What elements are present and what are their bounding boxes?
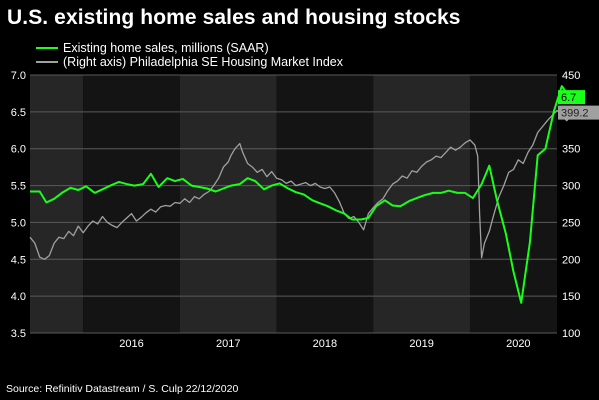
series-line-sales <box>30 85 571 304</box>
x-tick-label: 2018 <box>313 338 337 350</box>
y-left-tick-label: 6.0 <box>11 144 26 156</box>
y-left-tick-label: 6.5 <box>11 107 26 119</box>
y-right-tick-label: 250 <box>562 217 580 229</box>
y-right-tick-label: 350 <box>562 144 580 156</box>
sales-last-value-box <box>558 90 585 105</box>
x-tick-label: 2020 <box>506 338 530 350</box>
y-right-tick-label: 150 <box>562 291 580 303</box>
y-right-tick-label: 450 <box>562 70 580 82</box>
x-tick-label: 2019 <box>409 338 433 350</box>
legend-swatch-index <box>36 61 58 63</box>
index-last-value-box <box>558 105 599 120</box>
y-left-tick-label: 5.0 <box>11 217 26 229</box>
legend-item-sales: Existing home sales, millions (SAAR) <box>36 41 343 55</box>
y-left-tick-label: 3.5 <box>11 328 26 340</box>
y-left-tick-label: 5.5 <box>11 181 26 193</box>
index-last-value-label: 399.2 <box>561 108 589 120</box>
year-band <box>83 75 180 333</box>
y-right-tick-label: 100 <box>562 328 580 340</box>
chart-title: U.S. existing home sales and housing sto… <box>7 6 461 29</box>
year-band <box>30 75 84 333</box>
legend-label-sales: Existing home sales, millions (SAAR) <box>63 41 269 55</box>
sales-last-value-label: 6.7 <box>561 92 576 104</box>
year-band <box>276 75 374 333</box>
y-right-tick-label: 300 <box>562 181 580 193</box>
year-band <box>373 75 470 333</box>
year-band <box>469 75 557 333</box>
x-tick-label: 2016 <box>119 338 143 350</box>
y-left-tick-label: 4.0 <box>11 291 26 303</box>
year-band <box>179 75 277 333</box>
y-right-tick-label: 200 <box>562 254 580 266</box>
y-left-tick-label: 7.0 <box>11 70 26 82</box>
legend: Existing home sales, millions (SAAR) (Ri… <box>36 41 343 69</box>
legend-item-index: (Right axis) Philadelphia SE Housing Mar… <box>36 55 343 69</box>
x-tick-label: 2017 <box>216 338 240 350</box>
legend-swatch-sales <box>36 47 58 49</box>
series-line-index <box>29 109 582 260</box>
source-note: Source: Refinitiv Datastream / S. Culp 2… <box>6 383 239 395</box>
y-left-tick-label: 4.5 <box>11 254 26 266</box>
legend-label-index: (Right axis) Philadelphia SE Housing Mar… <box>63 55 343 69</box>
